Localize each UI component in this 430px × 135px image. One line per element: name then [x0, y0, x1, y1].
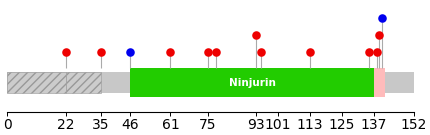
- Point: [205, 50, 212, 53]
- Point: [365, 50, 372, 53]
- Point: [378, 17, 385, 19]
- Point: [127, 50, 134, 53]
- Point: [98, 50, 104, 53]
- Bar: [7, 72, 414, 93]
- Point: [253, 34, 260, 36]
- Bar: [374, 68, 384, 97]
- Point: [212, 50, 219, 53]
- Bar: [66, 72, 101, 93]
- Point: [373, 50, 380, 53]
- Point: [376, 34, 383, 36]
- Bar: [130, 68, 374, 97]
- Bar: [7, 72, 66, 93]
- Text: Ninjurin: Ninjurin: [229, 78, 276, 88]
- Point: [306, 50, 313, 53]
- Point: [258, 50, 265, 53]
- Point: [167, 50, 174, 53]
- Point: [63, 50, 70, 53]
